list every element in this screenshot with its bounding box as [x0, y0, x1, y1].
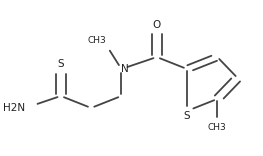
- Text: N: N: [122, 64, 129, 74]
- Text: H2N: H2N: [3, 103, 26, 113]
- Text: O: O: [153, 20, 161, 30]
- Text: CH3: CH3: [88, 36, 106, 45]
- Text: CH3: CH3: [208, 123, 227, 132]
- Text: S: S: [184, 111, 190, 121]
- Text: S: S: [58, 59, 64, 69]
